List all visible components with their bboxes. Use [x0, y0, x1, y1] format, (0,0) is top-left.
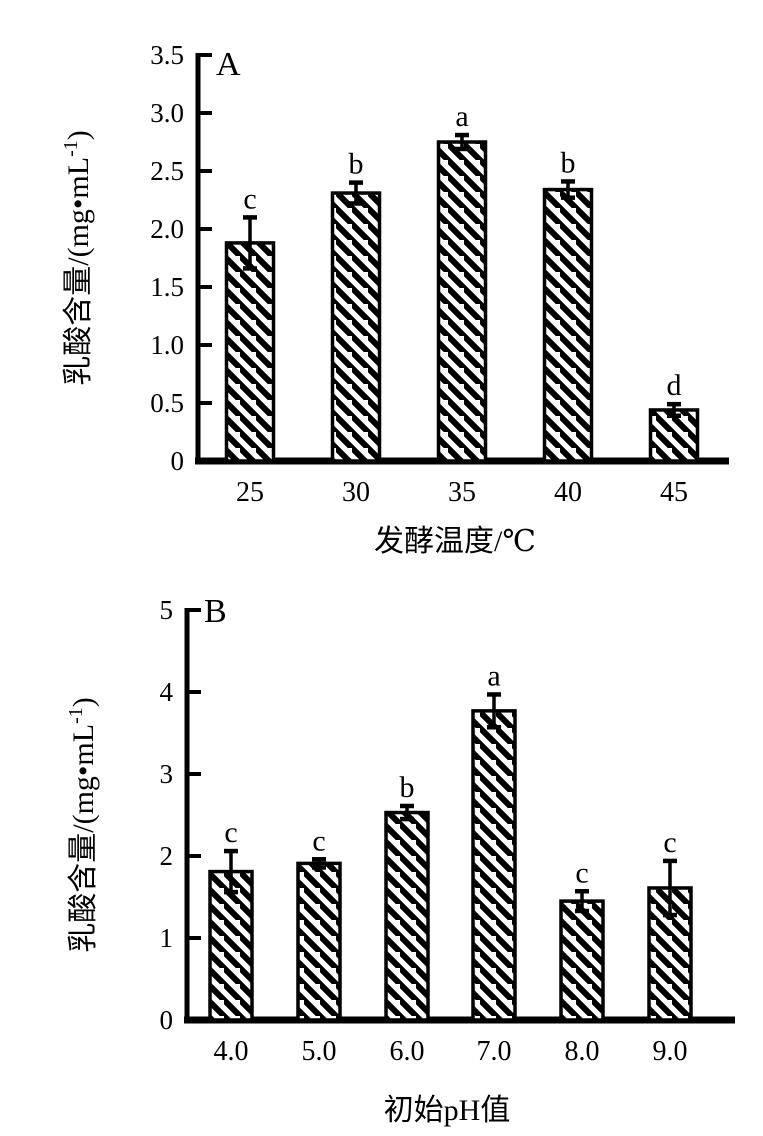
- y-tick-label: 2.0: [150, 214, 184, 244]
- y-tick-label: 5: [160, 595, 174, 625]
- y-tick-label: 4: [160, 677, 174, 707]
- sig-letter-label: c: [575, 856, 588, 889]
- sig-letter-label: b: [400, 771, 415, 804]
- x-tick-label: 5.0: [302, 1036, 337, 1067]
- chart-panel-b: 0 1 2 3 4 5 c 4.0 c 5.0 b 6.0 a 7.0 c 8.0 c 9.0 B 初始pH值 乳酸含量…: [65, 593, 735, 1127]
- y-tick-label: 0.5: [150, 388, 184, 418]
- y-axis-title-main: 乳酸含量/(mg•mL: [62, 157, 95, 386]
- bar: [330, 191, 382, 463]
- panel-letter: A: [216, 46, 241, 83]
- y-axis-title-main: 乳酸含量/(mg•mL: [67, 724, 100, 953]
- bar: [542, 187, 594, 463]
- y-tick-label: 2: [160, 841, 174, 871]
- bar: [648, 408, 700, 463]
- y-tick-label: 1.0: [150, 330, 184, 360]
- x-axis-title: 发酵温度/℃: [374, 525, 536, 558]
- panel-letter: B: [204, 593, 227, 630]
- x-axis-title: 初始pH值: [384, 1094, 511, 1127]
- sig-letter-label: a: [487, 659, 500, 692]
- sig-letter-label: b: [561, 146, 576, 179]
- sig-letter-label: d: [667, 369, 682, 402]
- bar: [436, 140, 488, 463]
- sig-letter-label: c: [224, 816, 237, 849]
- bar: [559, 899, 605, 1022]
- y-axis-title-sup: -1: [60, 140, 82, 157]
- x-tick-label: 45: [660, 477, 688, 508]
- y-tick-label: 2.5: [150, 156, 184, 186]
- y-tick-label: 1.5: [150, 272, 184, 302]
- x-tick-label: 6.0: [390, 1036, 425, 1067]
- bar: [296, 861, 342, 1022]
- y-tick-label: 0: [160, 1005, 174, 1035]
- x-tick-label: 30: [342, 477, 370, 508]
- y-tick-label: 0: [171, 446, 185, 476]
- y-tick-label: 3.5: [150, 40, 184, 70]
- sig-letter-label: c: [663, 826, 676, 859]
- y-tick-label: 3.0: [150, 98, 184, 128]
- bar: [471, 709, 517, 1022]
- y-axis-title-end: ): [62, 130, 95, 140]
- sig-letter-label: c: [243, 182, 256, 215]
- y-axis-title: 乳酸含量/(mg•mL-1): [65, 697, 100, 953]
- sig-letter-label: a: [455, 100, 468, 133]
- y-axis-title-end: ): [67, 697, 100, 707]
- x-tick-label: 40: [554, 477, 582, 508]
- y-tick-label: 1: [160, 923, 174, 953]
- sig-letter-label: b: [349, 148, 364, 181]
- x-tick-label: 9.0: [653, 1036, 688, 1067]
- y-axis-title: 乳酸含量/(mg•mL-1): [60, 130, 95, 386]
- y-tick-label: 3: [160, 759, 174, 789]
- x-tick-label: 35: [448, 477, 476, 508]
- y-axis-title-sup: -1: [65, 707, 87, 724]
- chart-panel-a: 0 0.5 1.0 1.5 2.0 2.5 3.0 3.5 c 25 b 30 a 35 b 40 d 45 A 发酵…: [60, 40, 729, 558]
- bar: [224, 241, 276, 463]
- x-tick-label: 25: [236, 477, 264, 508]
- x-tick-label: 7.0: [477, 1036, 512, 1067]
- x-tick-label: 8.0: [565, 1036, 600, 1067]
- sig-letter-label: c: [312, 824, 325, 857]
- bar: [384, 810, 430, 1022]
- x-tick-label: 4.0: [214, 1036, 249, 1067]
